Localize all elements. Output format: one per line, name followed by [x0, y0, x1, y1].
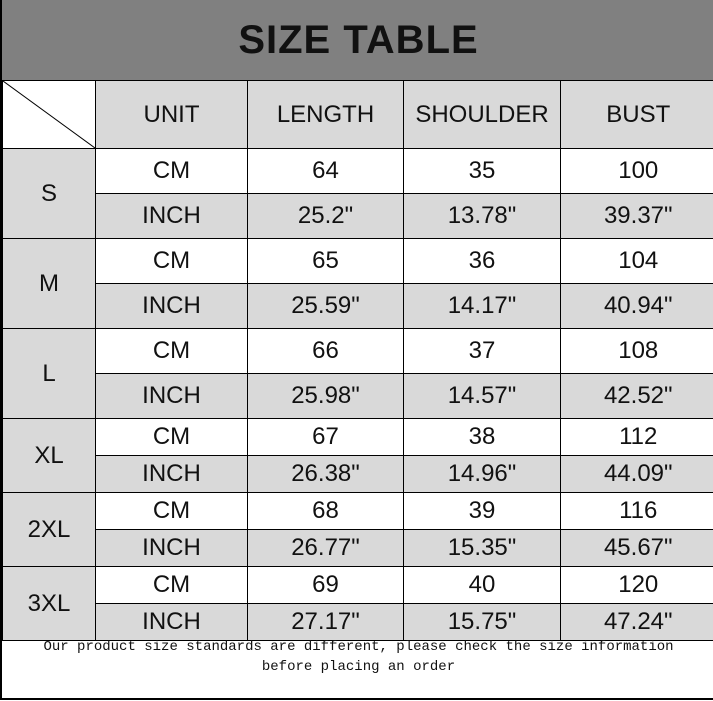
length-cell: 67 — [247, 418, 404, 456]
unit-cell: CM — [95, 418, 248, 456]
shoulder-cell: 37 — [403, 328, 561, 374]
table-row-3xl-inch: INCH 27.17" 15.75" 47.24" — [3, 603, 713, 641]
bust-cell: 100 — [560, 148, 713, 194]
table-row-m-inch: INCH 25.59" 14.17" 40.94" — [3, 283, 713, 329]
table-row-l-inch: INCH 25.98" 14.57" 42.52" — [3, 373, 713, 419]
length-cell: 25.2" — [247, 193, 404, 239]
note-line-1: Our product size standards are different… — [43, 639, 674, 655]
shoulder-cell: 14.96" — [403, 455, 561, 493]
corner-cell — [2, 80, 96, 149]
shoulder-cell: 36 — [403, 238, 561, 284]
length-cell: 66 — [247, 328, 404, 374]
table-row-2xl-inch: INCH 26.77" 15.35" 45.67" — [3, 529, 713, 567]
shoulder-cell: 35 — [403, 148, 561, 194]
shoulder-cell: 15.75" — [403, 603, 561, 641]
table-row-xl-inch: INCH 26.38" 14.96" 44.09" — [3, 455, 713, 493]
length-cell: 26.38" — [247, 455, 404, 493]
table-row-xl-cm: XL CM 67 38 112 — [2, 418, 713, 493]
shoulder-cell: 40 — [403, 566, 561, 604]
length-cell: 25.98" — [247, 373, 404, 419]
table-row-s-inch: INCH 25.2" 13.78" 39.37" — [3, 193, 713, 239]
size-table: UNIT LENGTH SHOULDER BUST S CM 64 35 100 INCH… — [2, 80, 713, 641]
bust-cell: 104 — [560, 238, 713, 284]
bust-cell: 47.24" — [560, 603, 713, 641]
unit-cell: CM — [95, 328, 248, 374]
unit-cell: INCH — [95, 373, 248, 419]
unit-cell: CM — [95, 148, 248, 194]
header-unit: UNIT — [95, 80, 248, 149]
note-line-2: before placing an order — [261, 659, 456, 675]
size-label: M — [2, 238, 96, 329]
unit-cell: CM — [95, 492, 248, 530]
bust-cell: 39.37" — [560, 193, 713, 239]
bust-cell: 112 — [560, 418, 713, 456]
table-row-s-cm: S CM 64 35 100 — [2, 148, 713, 239]
bust-cell: 42.52" — [560, 373, 713, 419]
diagonal-line — [3, 81, 95, 148]
length-cell: 65 — [247, 238, 404, 284]
unit-cell: INCH — [95, 283, 248, 329]
table-row-3xl-cm: 3XL CM 69 40 120 — [2, 566, 713, 641]
shoulder-cell: 39 — [403, 492, 561, 530]
size-label: XL — [2, 418, 96, 493]
header-length: LENGTH — [247, 80, 404, 149]
bust-cell: 45.67" — [560, 529, 713, 567]
size-label: S — [2, 148, 96, 239]
shoulder-cell: 14.57" — [403, 373, 561, 419]
table-row-l-cm: L CM 66 37 108 — [2, 328, 713, 419]
size-label: L — [2, 328, 96, 419]
header-row: UNIT LENGTH SHOULDER BUST — [2, 80, 713, 149]
unit-cell: CM — [95, 566, 248, 604]
length-cell: 27.17" — [247, 603, 404, 641]
shoulder-cell: 14.17" — [403, 283, 561, 329]
shoulder-cell: 13.78" — [403, 193, 561, 239]
bust-cell: 108 — [560, 328, 713, 374]
size-label: 2XL — [2, 492, 96, 567]
length-cell: 26.77" — [247, 529, 404, 567]
shoulder-cell: 15.35" — [403, 529, 561, 567]
unit-cell: CM — [95, 238, 248, 284]
size-label: 3XL — [2, 566, 96, 641]
length-cell: 68 — [247, 492, 404, 530]
page-title: SIZE TABLE — [2, 0, 713, 80]
header-shoulder: SHOULDER — [403, 80, 561, 149]
bust-cell: 40.94" — [560, 283, 713, 329]
table-row-m-cm: M CM 65 36 104 — [2, 238, 713, 329]
table-row-2xl-cm: 2XL CM 68 39 116 — [2, 492, 713, 567]
shoulder-cell: 38 — [403, 418, 561, 456]
unit-cell: INCH — [95, 529, 248, 567]
length-cell: 25.59" — [247, 283, 404, 329]
bust-cell: 44.09" — [560, 455, 713, 493]
length-cell: 69 — [247, 566, 404, 604]
size-note: Our product size standards are different… — [2, 629, 713, 677]
header-bust: BUST — [560, 80, 713, 149]
length-cell: 64 — [247, 148, 404, 194]
bust-cell: 120 — [560, 566, 713, 604]
bust-cell: 116 — [560, 492, 713, 530]
unit-cell: INCH — [95, 455, 248, 493]
unit-cell: INCH — [95, 193, 248, 239]
